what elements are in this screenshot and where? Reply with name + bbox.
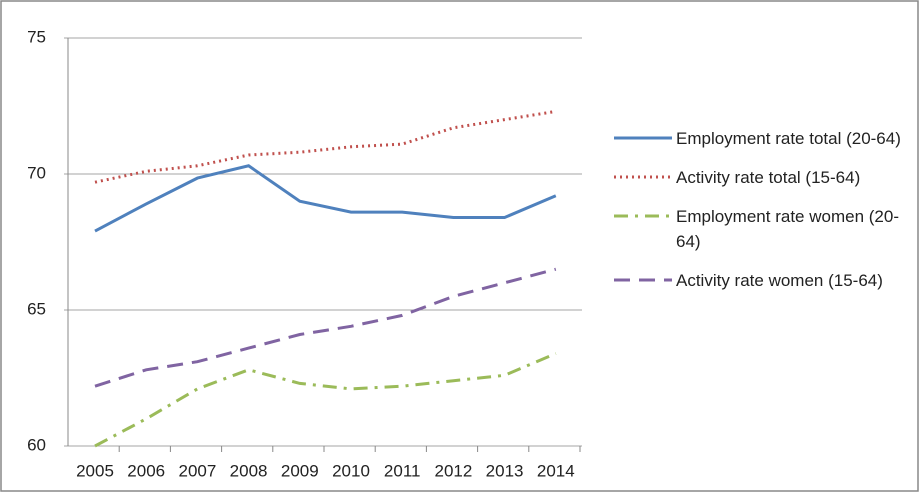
legend-item: Employment rate total (20-64)	[612, 126, 912, 151]
x-tick-label: 2006	[127, 461, 165, 480]
x-tick-label: 2005	[76, 461, 114, 480]
legend-item: Activity rate total (15-64)	[612, 165, 912, 190]
y-tick-label: 70	[27, 163, 46, 182]
legend-swatch	[614, 214, 672, 218]
legend-label: Activity rate total (15-64)	[676, 168, 861, 187]
x-tick-label: 2013	[486, 461, 524, 480]
y-tick-label: 65	[27, 299, 46, 318]
x-tick-label: 2007	[178, 461, 216, 480]
legend: Employment rate total (20-64) Activity ra…	[612, 126, 912, 307]
series-line	[94, 267, 557, 388]
series-line	[94, 352, 557, 448]
legend-label: Employment rate total (20-64)	[676, 129, 901, 148]
legend-swatch	[614, 175, 672, 179]
series-line	[94, 109, 557, 184]
x-tick-label: 2014	[537, 461, 575, 480]
legend-label: Employment rate women (20-64)	[676, 207, 899, 251]
legend-item: Activity rate women (15-64)	[612, 268, 912, 293]
x-tick-label: 2010	[332, 461, 370, 480]
legend-swatch	[614, 136, 672, 140]
y-tick-label: 75	[27, 27, 46, 46]
x-tick-label: 2011	[384, 461, 421, 480]
x-tick-label: 2009	[281, 461, 319, 480]
y-tick-label: 60	[27, 435, 46, 454]
legend-item: Employment rate women (20-64)	[612, 204, 912, 254]
x-tick-label: 2008	[230, 461, 268, 480]
legend-swatch	[614, 278, 672, 282]
x-tick-label: 2012	[434, 461, 472, 480]
legend-label: Activity rate women (15-64)	[676, 271, 883, 290]
series-line	[94, 164, 557, 233]
